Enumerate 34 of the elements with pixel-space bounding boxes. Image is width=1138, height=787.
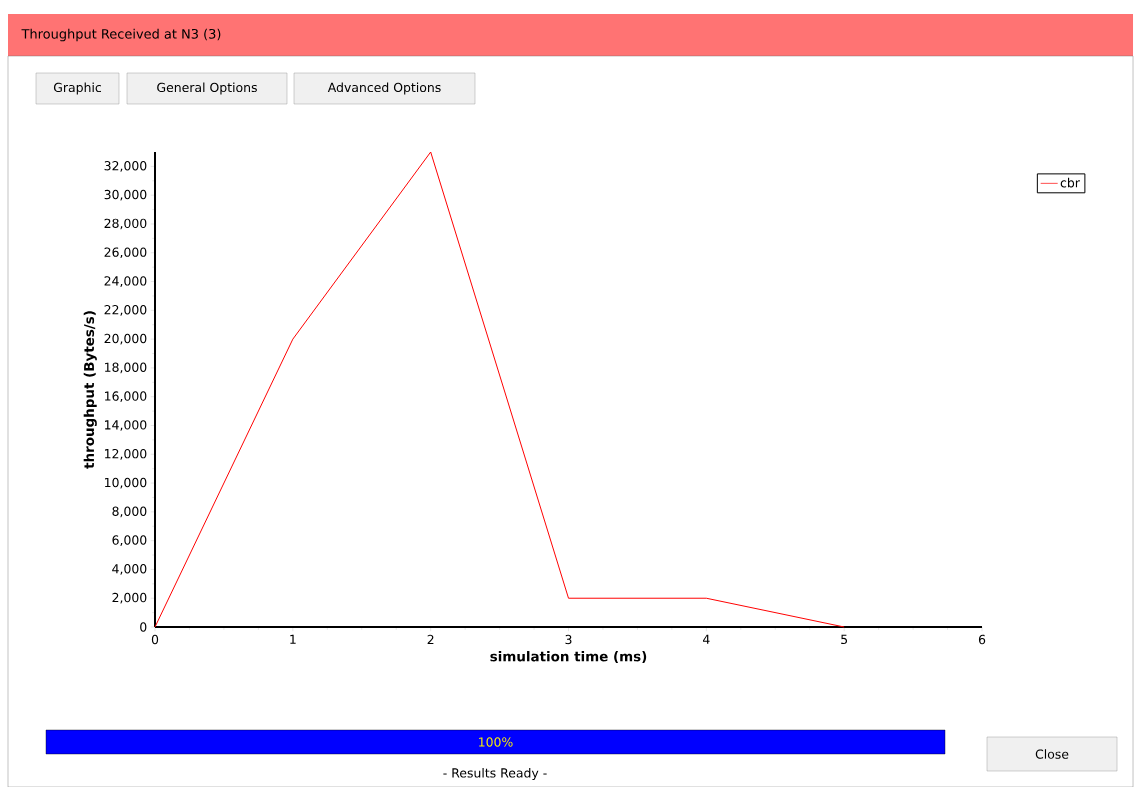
x-tick-label: 2 (427, 634, 434, 645)
chart-title: Throughput Received at N3 (3) (21, 28, 221, 42)
x-axis-title: simulation time (ms) (490, 651, 647, 664)
text: Close (1035, 749, 1069, 759)
y-tick-label: 2,000 (112, 592, 147, 604)
x-tick-label: 1 (290, 634, 296, 644)
legend-label: cbr (1060, 177, 1080, 188)
y-tick-label: 30,000 (104, 189, 147, 201)
y-tick-label: 6,000 (112, 535, 147, 546)
text: General Options (157, 82, 257, 95)
text: 100% (479, 737, 513, 747)
y-axis-title: throughput (Bytes/s) (83, 311, 97, 469)
text: Graphic (53, 82, 101, 95)
y-tick-label: 0 (140, 622, 147, 632)
text: - Results Ready - (443, 767, 547, 781)
x-tick-label: 6 (978, 634, 986, 645)
y-tick-label: 26,000 (104, 247, 147, 259)
y-tick-label: 10,000 (105, 477, 147, 489)
y-tick-label: 16,000 (105, 391, 147, 403)
y-tick-label: 22,000 (104, 304, 147, 316)
y-tick-label: 20,000 (104, 333, 147, 345)
x-tick-label: 5 (841, 634, 848, 645)
y-tick-label: 24,000 (104, 276, 147, 287)
x-tick-label: 4 (702, 634, 710, 644)
x-tick-label: 3 (565, 634, 572, 645)
x-tick-label: 0 (151, 634, 159, 645)
text: Advanced Options (327, 82, 441, 95)
y-tick-label: 4,000 (112, 564, 147, 575)
y-tick-label: 32,000 (104, 161, 147, 172)
y-tick-label: 14,000 (105, 420, 147, 431)
y-tick-label: 18,000 (105, 362, 147, 374)
y-tick-label: 12,000 (105, 448, 147, 460)
y-tick-label: 8,000 (112, 506, 147, 518)
y-tick-label: 28,000 (104, 218, 147, 230)
